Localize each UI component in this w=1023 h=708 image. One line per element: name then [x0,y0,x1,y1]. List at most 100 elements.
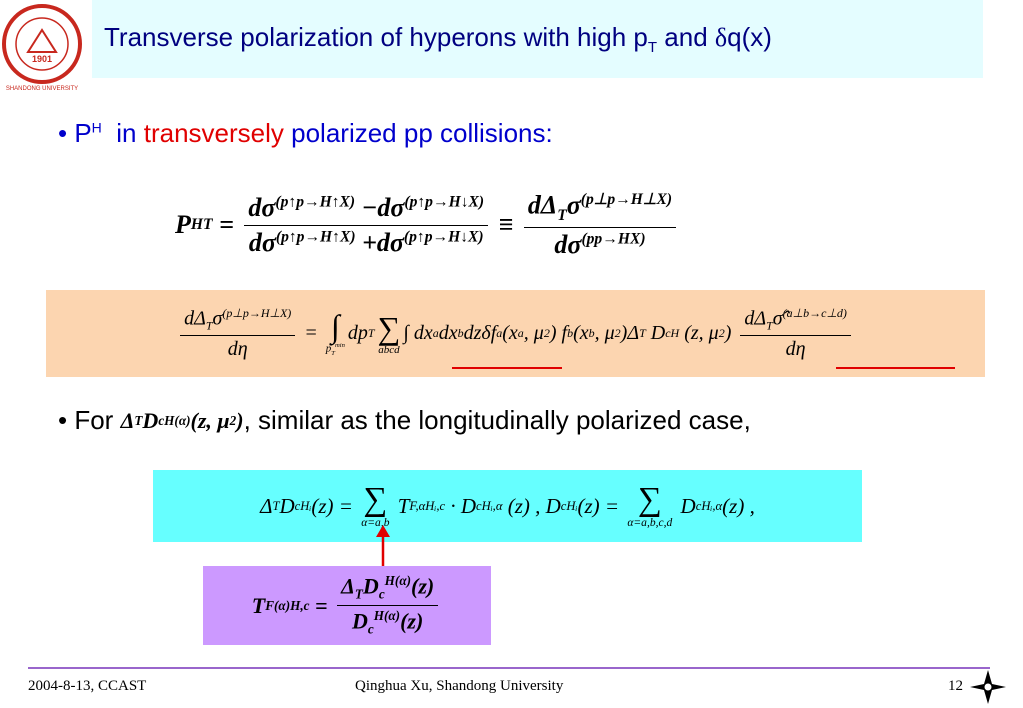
math-text: T [639,326,646,340]
for: For [74,405,114,435]
operator-symbol: ∫ [330,308,340,345]
in: in [116,118,137,148]
math-text: c [695,498,702,513]
math-text: ) [236,407,244,433]
operator: ∑ α=a,b [361,483,389,529]
math-text: T [134,412,143,428]
operator-limit: pTmin [326,342,345,357]
math-text: D [545,493,561,518]
denominator: dσ(pp→HX) [550,228,649,260]
math-text: α=a,b [361,516,390,529]
math-text: Δ [260,493,273,518]
denominator: dη [224,336,252,361]
math-text: )Δ [620,322,640,344]
rest: polarized pp collisions: [291,118,553,148]
math-text: 2 [229,412,237,428]
math-text: σ [566,190,581,220]
title-and: and [657,22,715,52]
operator-symbol: ∑ [363,481,388,519]
operator-limit: α=a,b,c,d [627,517,672,529]
math-text: dp [347,322,368,344]
footer-page: 12 [948,678,963,694]
title-text: Transverse polarization of hyperons with… [104,22,648,52]
orange-box: dΔTσ(p⊥p→H⊥X) dη = ∫ pTmin dp T ∑ abcd ∫ dx a dx b… [46,290,985,377]
math-text: abcd [378,343,400,356]
title-end: q(x) [727,22,772,52]
math-text: α=a,b,c,d [627,516,673,529]
math-text: 2 [718,326,725,340]
title-delta: δ [714,23,728,52]
math-text: D [675,493,696,518]
math-text: T [557,206,567,224]
math-text: dσ [248,227,276,257]
denominator: dη [782,336,810,361]
arrow [376,525,390,569]
math-text: = [299,322,323,344]
operator: ∑ abcd [378,312,401,356]
math-text: dη [785,338,806,361]
equation-2: dΔTσ(p⊥p→H⊥X) dη = ∫ pTmin dp T ∑ abcd ∫ dx a dx b… [176,306,855,362]
math-text: (p⊥p→H⊥X) [580,191,673,209]
math-text: (z) [400,608,424,634]
math-text: (z) , [502,493,546,518]
logo-ring: SHANDONG UNIVERSITY [6,86,78,92]
math-text: dη [227,338,248,361]
math-text: b [457,326,464,340]
rest: , similar as the longitudinally polarize… [243,405,751,435]
math-text: −dσ [355,192,405,222]
math-text: P [175,210,191,239]
math-text: c [367,621,374,637]
purple-box: T F(α) H,c = ΔTDcH(α)(z) DcH(α)(z) [203,566,491,645]
math-text: dΔ [527,190,558,220]
compass-icon [970,670,1006,704]
math-text: Hᵢ,α [481,498,503,513]
numerator: dΔTσ(p⊥p→H⊥X) [523,190,677,228]
denominator: dσ(p↑p→H↑X) +dσ(p↑p→H↓X) [245,226,488,258]
transversely: transversely [143,118,284,148]
math-text: H,c [290,597,310,613]
math-text: H [190,216,204,233]
math-text: , μ [594,322,615,344]
math-text: D [279,493,295,518]
operator-limit: abcd [378,344,399,356]
footer-date: 2004-8-13, CCAST [28,678,147,694]
math-text: Hᵢ,α [701,498,723,513]
math-text: b [567,326,574,340]
operator-limit: α=a,b [361,517,389,529]
math-text: (pp→HX) [581,230,646,248]
math-text: = [309,592,334,618]
math-text: Δ [120,407,135,433]
math-text: D [645,322,666,344]
math-text: +dσ [355,227,404,257]
math-text: (z) , [722,493,755,518]
title: Transverse polarization of hyperons with… [104,22,772,56]
math-text: p [325,342,332,355]
math-text: · D [445,493,476,518]
math-text: Hᵢ,c [425,498,446,513]
logo-year: 1901 [32,54,52,64]
math-text: (z, μ [679,322,719,344]
math-text: c [560,498,567,513]
operator-symbol: ∑ [377,309,401,346]
p: P [74,118,92,148]
math-text: T [354,587,363,602]
math-text: Hᵢ [300,498,312,513]
fraction: dΔTσ(p⊥p→H⊥X) dσ(pp→HX) [523,190,677,260]
math-text: T [766,318,773,333]
math-text: a [496,326,503,340]
math-text: H [670,326,680,340]
math-text: , μ [523,322,544,344]
underline [836,367,955,369]
math-text: T [392,493,410,518]
bullet-1: • PH in transversely polarized pp collis… [58,118,553,148]
title-bar [92,0,983,78]
operator: ∫ pTmin [326,310,345,357]
fraction: ΔTDcH(α)(z) DcH(α)(z) [337,573,439,637]
math-text: (z) = [577,493,625,518]
math-text: dσ [554,229,582,259]
math-text: (z) [411,573,435,599]
math-text: H(α) [164,412,191,428]
